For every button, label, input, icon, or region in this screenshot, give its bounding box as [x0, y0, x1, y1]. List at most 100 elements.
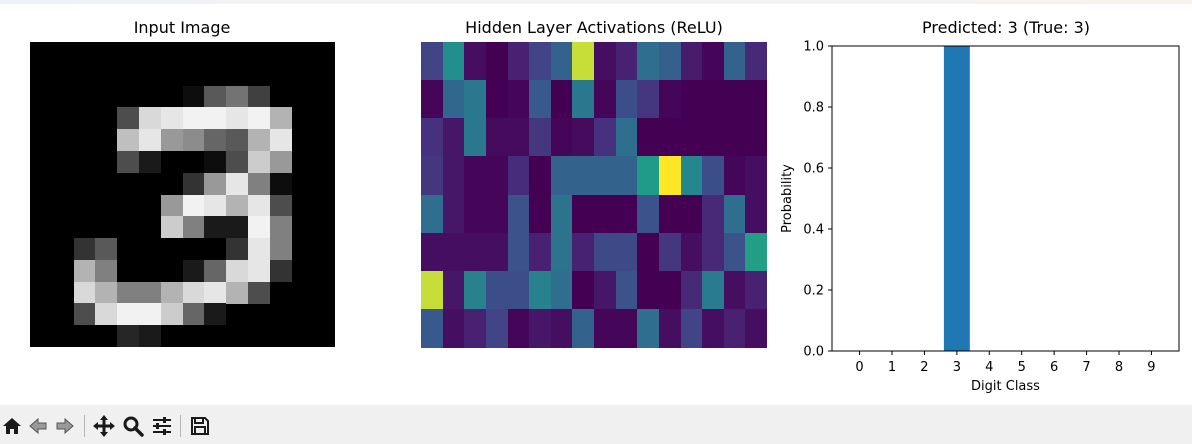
activation-cell — [507, 118, 530, 158]
input-pixel — [182, 216, 205, 239]
prediction-title: Predicted: 3 (True: 3) — [922, 18, 1090, 37]
activation-cell — [507, 308, 530, 348]
activation-cell — [723, 118, 746, 158]
activation-cell — [658, 194, 681, 234]
input-pixel — [117, 107, 140, 130]
axes-frame — [831, 45, 1180, 352]
input-pixel — [182, 107, 205, 130]
input-pixel — [269, 238, 292, 261]
activation-cell — [594, 232, 616, 272]
activation-cell — [723, 270, 746, 310]
bar-3 — [943, 46, 970, 351]
activation-cell — [723, 232, 746, 272]
activation-cell — [745, 308, 768, 348]
activation-cell — [442, 42, 465, 81]
input-pixel — [182, 281, 205, 304]
input-pixel — [95, 303, 118, 326]
activation-cell — [637, 270, 660, 310]
y-tick-label: 0.6 — [803, 162, 824, 177]
activation-cell — [637, 118, 660, 158]
activation-cell — [615, 156, 638, 196]
input-pixel — [247, 150, 270, 173]
activation-cell — [745, 194, 768, 234]
activation-cell — [680, 80, 703, 120]
activation-cell — [464, 232, 487, 272]
activation-cell — [442, 270, 465, 310]
activation-cell — [485, 270, 508, 310]
activation-cell — [529, 194, 552, 234]
input-pixel — [182, 259, 205, 282]
activation-cell — [529, 118, 552, 158]
home-icon[interactable] — [0, 414, 24, 438]
configure-subplots-icon[interactable] — [150, 414, 174, 438]
input-pixel — [269, 129, 292, 152]
activation-cell — [702, 270, 725, 310]
activation-cell — [702, 232, 725, 272]
save-figure-icon[interactable] — [188, 414, 212, 438]
activation-cell — [658, 156, 681, 196]
activation-cell — [485, 232, 508, 272]
activation-cell — [550, 270, 573, 310]
input-pixel — [117, 150, 140, 173]
activation-cell — [658, 308, 681, 348]
prediction-bar-chart: 0.0 0.2 0.4 0.6 0.8 1.0 0 1 2 3 4 5 6 7 8 9 Digit Class P… — [780, 40, 1180, 394]
input-pixel — [182, 303, 205, 326]
activation-cell — [529, 156, 552, 196]
activation-cell — [485, 156, 508, 196]
activation-cell — [442, 308, 465, 348]
activation-cell — [421, 80, 443, 120]
activation-cell — [442, 194, 465, 234]
input-pixel — [226, 107, 249, 130]
activation-cell — [464, 194, 487, 234]
activation-cell — [745, 42, 768, 81]
input-pixel — [226, 85, 249, 108]
input-pixel — [204, 85, 227, 108]
x-tick-label: 4 — [985, 360, 993, 375]
input-pixel — [226, 216, 249, 239]
activation-cell — [680, 232, 703, 272]
toolbar-separator — [84, 415, 85, 437]
input-pixel — [138, 303, 161, 326]
x-tick-label: 6 — [1050, 360, 1058, 375]
input-pixel — [160, 216, 183, 239]
activation-cell — [723, 42, 746, 81]
window-top-strip — [0, 0, 1192, 4]
activation-cell — [572, 194, 595, 234]
activation-cell — [702, 194, 725, 234]
input-pixel — [138, 281, 161, 304]
activation-cell — [637, 308, 660, 348]
input-pixel — [138, 150, 161, 173]
forward-arrow-icon[interactable] — [53, 414, 77, 438]
input-pixel — [226, 238, 249, 261]
activation-cell — [421, 232, 443, 272]
x-tick-label: 3 — [953, 360, 961, 375]
input-pixel — [182, 172, 205, 195]
activation-cell — [421, 42, 443, 81]
activation-cell — [507, 156, 530, 196]
y-tick-label: 0.0 — [803, 345, 824, 360]
activation-cell — [745, 232, 768, 272]
activation-cell — [658, 118, 681, 158]
activation-cell — [485, 42, 508, 81]
input-pixel — [204, 259, 227, 282]
input-pixel — [204, 172, 227, 195]
activation-cell — [658, 80, 681, 120]
input-pixel — [247, 107, 270, 130]
activation-cell — [464, 308, 487, 348]
zoom-magnifier-icon[interactable] — [121, 414, 145, 438]
pan-move-icon[interactable] — [92, 414, 116, 438]
activation-cell — [572, 232, 595, 272]
back-arrow-icon[interactable] — [26, 414, 50, 438]
input-pixel — [204, 194, 227, 217]
hidden-activations-heatmap — [421, 42, 768, 348]
y-tick-label: 0.4 — [803, 223, 824, 238]
activation-cell — [637, 232, 660, 272]
figure-canvas[interactable]: Input Image Hidden Layer Activations (Re… — [0, 4, 1192, 405]
y-tick-label: 1.0 — [803, 40, 824, 55]
input-pixel — [269, 194, 292, 217]
activation-cell — [507, 270, 530, 310]
activation-cell — [550, 308, 573, 348]
input-pixel — [117, 281, 140, 304]
input-pixel — [204, 150, 227, 173]
activation-cell — [680, 270, 703, 310]
